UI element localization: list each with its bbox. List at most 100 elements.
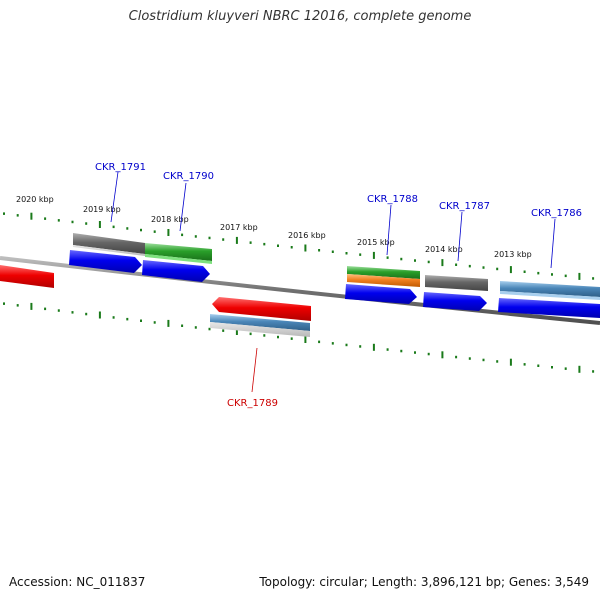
scale-tick-bottom [235, 328, 238, 335]
feature-bar-orange-1788[interactable] [347, 274, 420, 287]
scale-tick-top [523, 270, 526, 273]
cds-arrow-left-edge[interactable] [0, 265, 54, 288]
gene-label-ckr-1786[interactable]: CKR_1786 [531, 208, 582, 219]
scale-tick-top [372, 251, 375, 259]
genome-backbone [0, 256, 600, 325]
scale-tick-bottom [441, 351, 444, 359]
scale-tick-bottom [44, 307, 47, 311]
leader-ckr-1786 [550, 218, 556, 269]
feature-bar-lightgreen-1790 [145, 254, 212, 264]
leader-ckr-1790 [179, 182, 187, 232]
scale-tick-top [509, 266, 512, 274]
cds-arrow-ckr-1786[interactable] [498, 298, 600, 318]
scale-tick-bottom [249, 332, 252, 336]
scale-tick-bottom [359, 345, 362, 348]
scale-tick-top [98, 221, 101, 228]
leader-ckr-1789 [251, 347, 258, 393]
scale-tick-bottom [592, 370, 595, 373]
gene-label-ckr-1789[interactable]: CKR_1789 [227, 398, 278, 409]
scale-tick-bottom [263, 334, 266, 337]
kbp-label-2018: 2018 kbp [151, 215, 189, 224]
feature-bar-lightgray-1791 [73, 245, 145, 256]
scale-tick-top [3, 212, 5, 215]
feature-bar-gray-1791[interactable] [73, 233, 145, 254]
gene-label-ckr-1791[interactable]: CKR_1791 [95, 162, 146, 173]
scale-tick-bottom [71, 311, 74, 314]
accession-label: Accession: NC_011837 [9, 575, 146, 589]
scale-tick-top [277, 244, 279, 247]
scale-tick-top [345, 252, 348, 255]
scale-tick-bottom [57, 309, 60, 312]
kbp-label-2016: 2016 kbp [288, 231, 326, 240]
feature-bar-steel-1789[interactable] [210, 314, 310, 331]
scale-tick-bottom [98, 311, 101, 319]
scale-tick-bottom [277, 335, 279, 339]
cds-arrow-ckr-1791[interactable] [69, 250, 142, 273]
scale-tick-bottom [304, 336, 307, 343]
feature-bar-steel-1786[interactable] [500, 281, 600, 297]
scale-tick-bottom [290, 337, 293, 340]
kbp-label-2015: 2015 kbp [357, 238, 395, 247]
scale-tick-top [455, 263, 458, 266]
kbp-label-2013: 2013 kbp [494, 250, 532, 259]
scale-tick-bottom [482, 358, 485, 362]
cds-arrow-ckr-1790[interactable] [142, 260, 210, 282]
scale-tick-bottom [30, 302, 33, 310]
scale-tick-top [140, 228, 142, 232]
kbp-label-2019: 2019 kbp [83, 205, 121, 214]
scale-tick-top [44, 217, 47, 220]
scale-tick-bottom [208, 327, 211, 331]
scale-tick-top [112, 225, 115, 229]
gene-label-ckr-1788[interactable]: CKR_1788 [367, 194, 418, 205]
scale-ticks-bottom [3, 302, 595, 373]
cds-arrow-ckr-1788[interactable] [345, 284, 417, 304]
scale-tick-top [318, 249, 321, 252]
scale-tick-bottom [16, 304, 19, 307]
scale-tick-top [414, 259, 416, 262]
cds-arrow-ckr-1787[interactable] [423, 292, 487, 311]
gene-label-ckr-1787[interactable]: CKR_1787 [439, 201, 490, 212]
scale-tick-top [551, 273, 553, 276]
scale-tick-bottom [400, 349, 403, 353]
scale-tick-top [468, 264, 471, 268]
kbp-label-2014: 2014 kbp [425, 245, 463, 254]
gene-label-ckr-1790[interactable]: CKR_1790 [163, 171, 214, 182]
scale-tick-bottom [496, 360, 499, 363]
scale-tick-bottom [167, 319, 170, 327]
scale-tick-top [427, 260, 430, 264]
cds-arrow-ckr-1789[interactable] [212, 297, 311, 321]
scale-tick-top [85, 222, 88, 225]
scale-tick-top [359, 253, 362, 256]
scale-tick-top [496, 267, 499, 271]
genome-title: Clostridium kluyveri NBRC 12016, complet… [128, 9, 472, 24]
scale-ticks-top [3, 212, 595, 280]
scale-tick-top [304, 244, 307, 252]
scale-tick-bottom [523, 363, 526, 366]
feature-bar-green-1788[interactable] [347, 266, 420, 279]
feature-bar-gray-1787[interactable] [425, 275, 488, 291]
scale-tick-top [386, 256, 389, 259]
scale-tick-top [537, 271, 540, 275]
scale-tick-top [181, 233, 184, 237]
scale-tick-top [564, 274, 567, 278]
scale-tick-top [249, 241, 252, 244]
leader-ckr-1791 [110, 171, 119, 223]
scale-tick-top [331, 250, 334, 253]
scale-tick-top [57, 219, 60, 222]
scale-tick-bottom [153, 321, 156, 324]
kbp-label-2020: 2020 kbp [16, 195, 54, 204]
scale-tick-bottom [578, 365, 581, 373]
genome-stats-label: Topology: circular; Length: 3,896,121 bp… [259, 575, 589, 589]
scale-tick-bottom [386, 348, 389, 351]
scale-tick-top [441, 259, 444, 267]
scale-tick-top [194, 235, 197, 238]
scale-tick-bottom [509, 358, 512, 366]
scale-tick-top [30, 212, 33, 220]
scale-tick-bottom [126, 317, 129, 321]
scale-tick-top [482, 266, 485, 269]
feature-bar-green-1790[interactable] [145, 243, 212, 261]
scale-tick-bottom [537, 364, 540, 367]
leader-ckr-1787 [457, 211, 463, 262]
scale-tick-top [290, 246, 293, 249]
